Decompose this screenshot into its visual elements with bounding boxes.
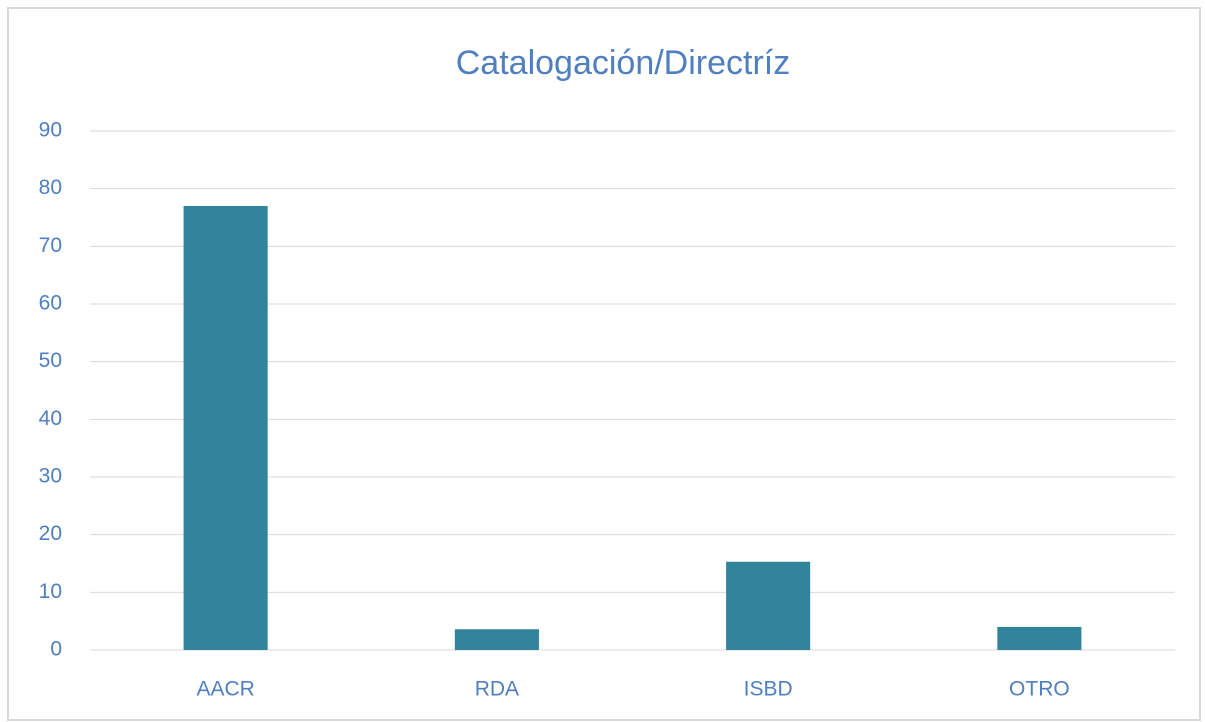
bar [454,629,539,650]
bar [726,561,811,650]
y-tick-label: 30 [39,465,62,488]
x-tick-label: AACR [196,678,254,701]
y-tick-label: 60 [39,292,62,315]
y-tick-label: 40 [39,407,62,430]
y-tick-label: 0 [50,638,62,661]
x-tick-label: OTRO [1009,678,1070,701]
y-tick-label: 20 [39,522,62,545]
y-tick-label: 50 [39,349,62,372]
bar [183,205,268,650]
x-tick-label: ISBD [744,678,793,701]
bar [997,626,1082,650]
x-tick-label: RDA [475,678,519,701]
y-tick-label: 70 [39,234,62,257]
y-tick-label: 10 [39,580,62,603]
y-tick-label: 90 [39,119,62,142]
y-tick-label: 80 [39,176,62,199]
chart-title: Catalogación/Directríz [456,44,790,82]
